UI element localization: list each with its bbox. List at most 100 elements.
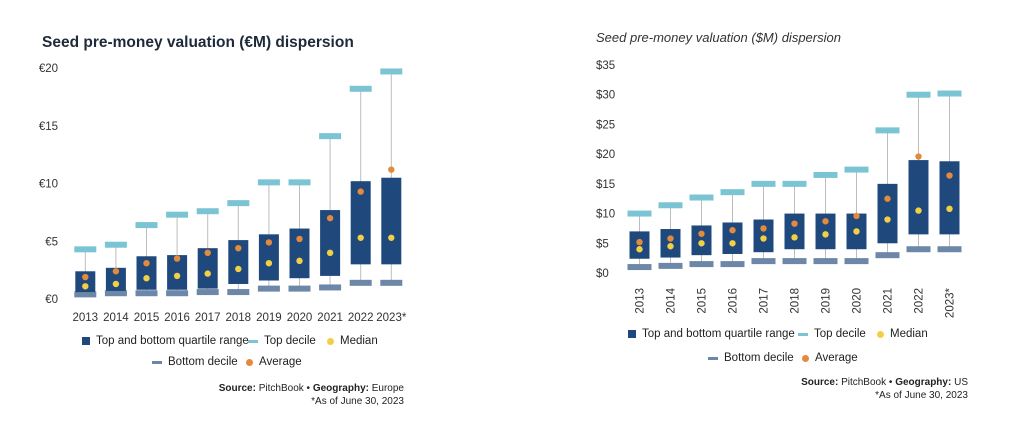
bottom-decile-marker [906,246,931,253]
top-decile-marker [689,194,714,201]
x-tick-label: 2020 [852,288,864,314]
average-point [173,255,181,262]
source-note: Source: PitchBook • Geography: Europe *A… [219,382,404,408]
top-decile-marker [227,200,250,207]
legend-label: Top and bottom quartile range [96,335,249,347]
bottom-decile-marker [782,258,807,265]
legend-label: Bottom decile [724,352,794,364]
top-decile-marker [74,246,97,253]
bottom-decile-marker [380,279,403,286]
x-tick-label: 2019 [821,288,833,314]
median-point [946,205,953,213]
x-tick-label: 2018 [790,288,802,314]
top-decile-marker [627,210,652,217]
x-tick-label: 2023* [945,287,957,318]
quartile-box [784,213,805,250]
y-tick-label: €10 [39,179,58,191]
median-point [388,234,395,241]
quartile-box [136,256,157,290]
quartile-box [105,267,126,291]
average-point [235,244,242,252]
footnote: *As of June 30, 2023 [875,390,968,401]
quartile-box [197,248,218,289]
top-decile-marker [166,211,189,218]
median-point [173,272,181,280]
median-point [667,243,674,250]
bottom-decile-marker [720,261,745,268]
legend-item-median: Median [327,335,378,347]
bottom-decile-marker [288,285,311,292]
bottom-decile-marker [689,261,714,268]
median-point [915,207,922,214]
chart-svg-europe: €0 €5 €10 €15 €20 2013 2014 2015 2016 2017 2018 201… [39,63,407,324]
bottom-decile-marker [349,279,372,286]
average-point [112,268,120,275]
legend-swatch [246,358,253,366]
bottom-decile-marker [104,290,127,297]
legend-swatch [708,356,718,360]
x-tick-label: 2014 [103,312,129,324]
top-decile-marker [844,166,869,173]
median-point [235,265,242,273]
bottom-decile-marker [196,289,219,296]
top-decile-marker [813,171,838,178]
y-tick-label: $0 [596,268,609,280]
bottom-decile-marker [658,262,683,269]
bottom-decile-marker [627,264,652,271]
quartile-box [908,160,929,235]
x-tick-label: 2016 [164,312,190,324]
legend-swatch [628,330,636,338]
average-point [265,239,273,246]
median-point [698,240,705,247]
average-point [760,225,767,232]
x-tick-label: 2013 [73,312,99,324]
chart-title: Seed pre-money valuation ($M) dispersion [596,30,841,45]
quartile-box [75,271,96,293]
average-point [853,212,860,220]
x-tick-label: 2017 [195,312,221,324]
chart-panel-us: Seed pre-money valuation ($M) dispersion… [540,0,1024,432]
legend-label: Median [340,335,378,347]
top-decile-marker [196,208,219,215]
quartile-box [350,181,371,265]
average-point [82,273,89,281]
average-point [143,259,150,267]
x-tick-label: 2014 [666,287,678,313]
chart-panel-europe: Seed pre-money valuation (€M) dispersion… [0,0,500,432]
median-point [636,246,643,253]
bottom-decile-marker [751,258,776,265]
y-tick-label: €5 [45,236,58,248]
top-decile-marker [875,127,900,134]
average-point [729,227,736,234]
median-point [204,270,211,277]
median-point [112,280,120,288]
top-decile-marker [906,91,931,98]
top-decile-marker [349,85,372,92]
y-tick-label: $30 [596,90,615,102]
bottom-decile-marker [937,246,962,253]
bottom-decile-marker [813,258,838,265]
x-tick-label: 2018 [226,312,252,324]
median-point [296,257,303,265]
legend-item-box: Top and bottom quartile range [628,328,795,340]
source-line: Source: PitchBook • Geography: US [801,377,968,388]
quartile-box [939,161,960,235]
y-tick-label: $35 [596,60,615,72]
y-tick-label: $15 [596,179,615,191]
legend-item-average: Average [802,352,858,364]
legend-item-average: Average [246,356,302,368]
median-point [822,231,829,238]
bottom-decile-marker [257,285,280,292]
top-decile-marker [257,179,280,186]
median-point [82,283,89,290]
top-decile-marker [135,222,158,229]
average-point [296,235,303,243]
top-decile-marker [782,180,807,187]
median-point [143,275,150,282]
legend-swatch [327,337,334,345]
bottom-decile-marker [875,252,900,259]
median-point [326,249,334,256]
x-tick-label: 2021 [317,312,343,324]
quartile-box [381,177,402,265]
bottom-decile-marker [319,284,342,291]
